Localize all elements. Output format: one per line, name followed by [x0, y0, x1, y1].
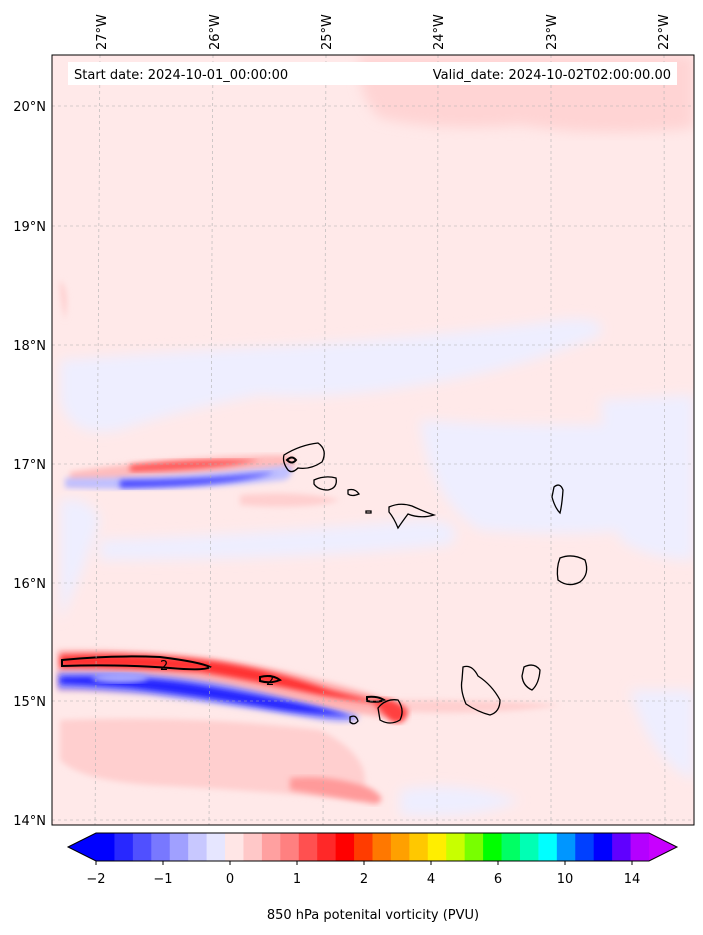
- colorbar-swatch: [317, 833, 337, 861]
- lon-tick-label: 22°W: [657, 14, 672, 50]
- colorbar-tick-label: 10: [557, 872, 574, 887]
- island-boa-vista: [556, 555, 588, 586]
- colorbar-swatch: [501, 833, 521, 861]
- colorbar-tick-label: 2: [360, 872, 368, 887]
- lat-tick-label: 19°N: [13, 220, 46, 235]
- lon-tick-label: 23°W: [545, 14, 560, 50]
- info-box: [68, 62, 677, 85]
- colorbar-swatches: [66, 832, 679, 862]
- colorbar-tick-label: 1: [293, 872, 301, 887]
- colorbar-swatch: [390, 833, 410, 861]
- colorbar-swatch: [354, 833, 373, 861]
- longitude-ticks: 27°W 26°W 25°W 24°W 23°W 22°W: [95, 14, 672, 50]
- colorbar-swatch: [483, 833, 503, 861]
- lon-tick-label: 25°W: [320, 14, 335, 50]
- colorbar-swatch: [225, 833, 244, 861]
- colorbar-tick-labels: −2 −1 0 1 2 4 6 10 14: [86, 872, 640, 887]
- island-brava: [349, 715, 359, 725]
- vorticity-streak-north: [65, 455, 295, 489]
- start-date-label: Start date: 2024-10-01_00:00:00: [74, 68, 288, 83]
- island-fogo: [377, 699, 403, 724]
- colorbar-tick-label: 6: [494, 872, 502, 887]
- colorbar-tick-label: 0: [226, 872, 234, 887]
- red-streak-south: [290, 777, 382, 804]
- island-sao-nicolau: [388, 503, 437, 530]
- lat-tick-label: 14°N: [13, 814, 46, 829]
- colorbar: −2 −1 0 1 2 4 6 10 14 850 hPa potenital …: [66, 832, 679, 923]
- lat-tick-label: 16°N: [13, 577, 46, 592]
- colorbar-under-triangle: [68, 833, 96, 861]
- colorbar-over-triangle: [649, 833, 677, 861]
- colorbar-swatch: [169, 833, 189, 861]
- latitude-ticks: 20°N 19°N 18°N 17°N 16°N 15°N 14°N: [13, 100, 46, 829]
- colorbar-swatch: [206, 833, 226, 861]
- island-sao-vicente: [313, 476, 337, 491]
- colorbar-swatch: [261, 833, 281, 861]
- lon-tick-label: 24°W: [432, 14, 447, 50]
- coastlines: [282, 442, 588, 725]
- colorbar-swatch: [280, 833, 300, 861]
- colorbar-title: 850 hPa potenital vorticity (PVU): [267, 908, 479, 923]
- colorbar-swatch: [427, 833, 447, 861]
- graticule: [52, 55, 694, 825]
- colorbar-ticks: [95, 861, 633, 865]
- island-sal: [551, 484, 564, 515]
- colorbar-swatch: [464, 833, 484, 861]
- colorbar-swatch: [593, 833, 613, 861]
- colorbar-swatch: [519, 833, 539, 861]
- colorbar-swatch: [96, 833, 115, 861]
- light-blue-regions: [60, 319, 694, 816]
- map-frame: [51, 54, 695, 826]
- map-panel: 2 2: [52, 55, 694, 825]
- colorbar-swatch: [409, 833, 429, 861]
- colorbar-tick-label: 4: [427, 872, 435, 887]
- island-santiago: [460, 665, 501, 716]
- lat-tick-label: 17°N: [13, 458, 46, 473]
- colorbar-swatch: [612, 833, 632, 861]
- lon-tick-label: 26°W: [208, 14, 223, 50]
- lat-tick-label: 20°N: [13, 100, 46, 115]
- island-santo-antao: [282, 442, 325, 473]
- colorbar-swatch: [151, 833, 171, 861]
- colorbar-tick-label: −1: [153, 872, 172, 887]
- colorbar-swatch: [446, 833, 466, 861]
- colorbar-swatch: [132, 833, 152, 861]
- lon-tick-label: 27°W: [95, 14, 110, 50]
- colorbar-tick-label: −2: [86, 872, 105, 887]
- colorbar-swatch: [372, 833, 392, 861]
- island-maio: [521, 664, 541, 691]
- island-santa-luzia: [347, 488, 360, 497]
- colorbar-swatch: [575, 833, 595, 861]
- colorbar-swatch: [630, 833, 650, 861]
- colorbar-swatch: [538, 833, 558, 861]
- valid-date-label: Valid_date: 2024-10-02T02:00:00.00: [433, 68, 671, 83]
- colorbar-swatch: [298, 833, 318, 861]
- contour-label: 2: [160, 659, 168, 674]
- colorbar-tick-label: 14: [624, 872, 641, 887]
- colorbar-swatch: [335, 833, 355, 861]
- colorbar-swatch: [188, 833, 208, 861]
- light-red-patches: [60, 280, 560, 800]
- lat-tick-label: 18°N: [13, 339, 46, 354]
- colorbar-swatch: [114, 833, 134, 861]
- lat-tick-label: 15°N: [13, 695, 46, 710]
- contour-label: 2: [266, 674, 274, 689]
- colorbar-swatch: [243, 833, 263, 861]
- colorbar-swatch: [556, 833, 576, 861]
